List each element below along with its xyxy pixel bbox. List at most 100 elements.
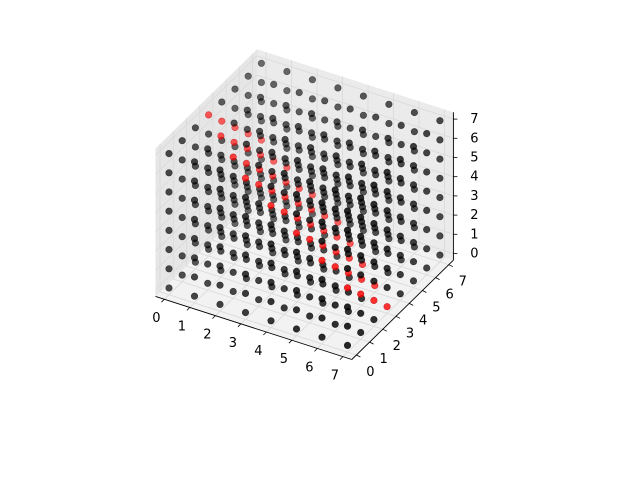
data-point (269, 134, 277, 142)
data-point (409, 200, 418, 208)
x-tick-label: 1 (178, 319, 186, 334)
data-point (295, 108, 303, 116)
data-point (370, 220, 378, 228)
data-point (396, 213, 404, 221)
data-point (344, 173, 353, 181)
data-point (231, 104, 239, 112)
data-point (257, 78, 266, 87)
gridline-x-floor (317, 248, 420, 349)
data-point (229, 230, 237, 238)
data-point (371, 166, 379, 174)
data-point (332, 171, 340, 179)
data-point (331, 320, 339, 328)
data-point (318, 295, 326, 303)
data-point (255, 238, 263, 246)
x-tick-label: 2 (203, 328, 211, 343)
data-point (165, 207, 173, 215)
data-point (267, 240, 275, 248)
data-point (306, 293, 314, 301)
data-point (383, 207, 391, 215)
data-point (241, 309, 250, 317)
highlight-point (217, 132, 225, 140)
data-point (256, 127, 264, 135)
data-point (397, 141, 405, 149)
data-point (282, 101, 290, 110)
data-point (178, 271, 186, 279)
data-point (178, 194, 186, 202)
data-point (241, 251, 250, 259)
data-point (343, 265, 352, 273)
highlight-point (255, 180, 263, 189)
data-point (358, 160, 366, 168)
data-point (318, 276, 326, 284)
data-point (229, 191, 237, 200)
data-point (318, 314, 326, 322)
data-point (319, 184, 327, 192)
gridline-z-side (155, 151, 258, 252)
data-point (396, 251, 404, 259)
data-point (216, 224, 224, 232)
data-point (280, 227, 288, 235)
data-point (292, 210, 301, 218)
data-point (280, 265, 288, 274)
data-point (343, 322, 352, 330)
x-axis-line (155, 295, 352, 360)
data-point (270, 80, 278, 88)
x-tick-label: 5 (280, 352, 288, 367)
data-point (267, 259, 275, 267)
data-point (281, 135, 289, 144)
data-point (344, 192, 353, 200)
data-point (190, 196, 199, 204)
data-point (218, 98, 226, 106)
data-point (423, 245, 431, 253)
data-point (372, 132, 380, 140)
data-point (357, 232, 365, 241)
x-tick-mark (186, 307, 191, 311)
data-point (306, 254, 314, 263)
data-point (370, 200, 378, 208)
highlight-point (280, 208, 288, 216)
data-point (268, 148, 276, 156)
data-point (205, 130, 213, 138)
data-point (359, 92, 368, 100)
data-point (409, 142, 418, 151)
data-point (178, 233, 186, 241)
data-point (292, 325, 301, 333)
x-tick-label: 0 (152, 311, 160, 326)
data-point (241, 270, 250, 278)
data-point (243, 125, 251, 133)
gridline-y-floor (186, 265, 383, 330)
data-point (244, 91, 252, 99)
data-point (346, 105, 354, 113)
data-point (283, 87, 291, 95)
data-point (331, 301, 339, 309)
data-point (343, 303, 352, 311)
data-point (331, 243, 339, 252)
x-tick-label: 3 (229, 336, 237, 351)
highlight-point (292, 229, 301, 237)
data-point (357, 328, 365, 337)
gridline-z-side (155, 170, 258, 271)
data-point (343, 226, 352, 234)
data-point (280, 246, 288, 254)
data-point (293, 157, 302, 165)
data-point (306, 312, 314, 320)
data-point (409, 162, 418, 170)
data-point (409, 219, 418, 227)
data-point (331, 282, 339, 290)
data-point (190, 215, 199, 223)
data-point (229, 268, 237, 276)
data-point (396, 155, 404, 163)
data-point (255, 219, 263, 227)
data-point (280, 285, 288, 293)
highlight-point (230, 138, 238, 146)
data-point (370, 181, 378, 189)
data-point (216, 185, 224, 193)
y-tick-mark (435, 277, 440, 280)
data-point (204, 183, 212, 191)
data-point (396, 194, 404, 202)
data-point (243, 106, 251, 114)
x-tick-mark (288, 339, 293, 344)
data-point (343, 341, 352, 350)
